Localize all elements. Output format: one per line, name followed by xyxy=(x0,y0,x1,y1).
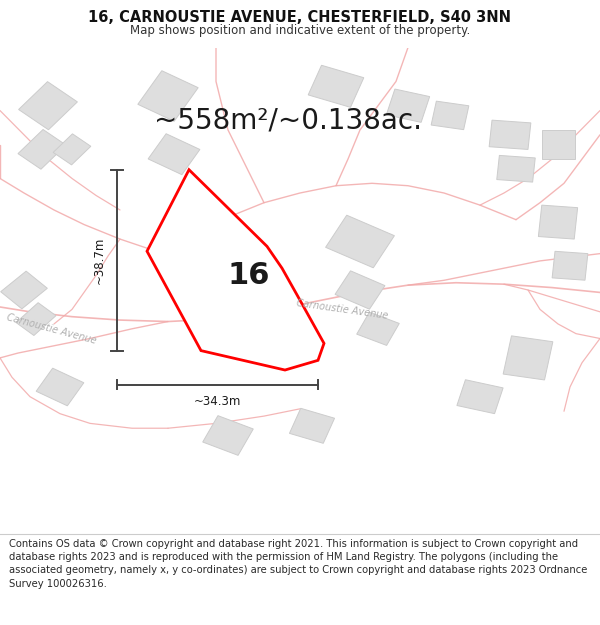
Polygon shape xyxy=(36,368,84,406)
Text: Map shows position and indicative extent of the property.: Map shows position and indicative extent… xyxy=(130,24,470,37)
Polygon shape xyxy=(19,82,77,130)
Polygon shape xyxy=(18,129,66,169)
Polygon shape xyxy=(357,312,399,346)
Polygon shape xyxy=(147,170,324,370)
Polygon shape xyxy=(497,156,535,182)
Polygon shape xyxy=(335,271,385,309)
Polygon shape xyxy=(326,215,394,268)
Polygon shape xyxy=(489,120,531,149)
Polygon shape xyxy=(503,336,553,380)
Text: ~38.7m: ~38.7m xyxy=(93,236,106,284)
Text: Carnoustie Avenue: Carnoustie Avenue xyxy=(5,312,97,346)
Text: ~34.3m: ~34.3m xyxy=(194,395,241,408)
Polygon shape xyxy=(308,65,364,108)
Text: 16: 16 xyxy=(228,261,270,290)
Polygon shape xyxy=(203,416,253,456)
Polygon shape xyxy=(1,271,47,309)
Text: Contains OS data © Crown copyright and database right 2021. This information is : Contains OS data © Crown copyright and d… xyxy=(9,539,587,589)
Polygon shape xyxy=(542,130,575,159)
Polygon shape xyxy=(431,101,469,129)
Polygon shape xyxy=(538,205,578,239)
Polygon shape xyxy=(148,134,200,174)
Polygon shape xyxy=(289,408,335,443)
Polygon shape xyxy=(386,89,430,122)
Polygon shape xyxy=(138,71,198,121)
Text: 16, CARNOUSTIE AVENUE, CHESTERFIELD, S40 3NN: 16, CARNOUSTIE AVENUE, CHESTERFIELD, S40… xyxy=(89,9,511,24)
Text: ~558m²/~0.138ac.: ~558m²/~0.138ac. xyxy=(154,106,422,134)
Polygon shape xyxy=(552,251,588,280)
Text: Carnoustie Avenue: Carnoustie Avenue xyxy=(296,298,388,321)
Polygon shape xyxy=(16,302,56,336)
Polygon shape xyxy=(53,134,91,165)
Polygon shape xyxy=(457,380,503,414)
